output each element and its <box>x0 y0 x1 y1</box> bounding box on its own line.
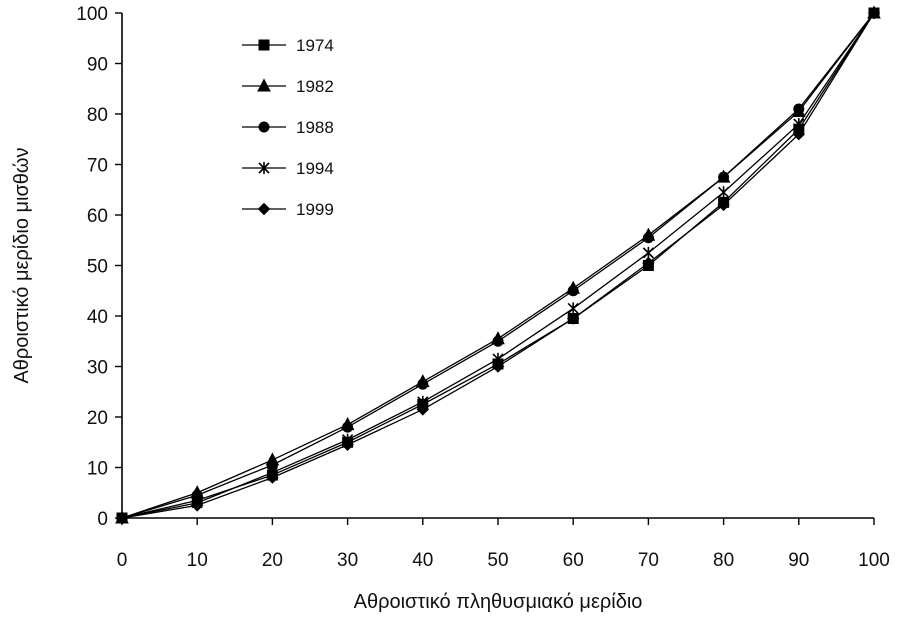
y-tick-label: 90 <box>87 55 108 76</box>
data-point-1988 <box>342 421 354 433</box>
x-tick-label: 90 <box>788 550 809 571</box>
legend-label: 1988 <box>296 118 334 137</box>
y-axis-title: Αθροιστικό μερίδιο μισθών <box>11 147 33 383</box>
axes <box>121 13 874 519</box>
data-point-1999 <box>642 256 655 270</box>
series-1994 <box>116 7 880 524</box>
x-tick-label: 60 <box>563 550 584 571</box>
y-tick-label: 50 <box>87 257 108 278</box>
x-axis-ticks: 0 10 20 30 40 50 60 70 80 90 100 <box>117 518 890 571</box>
y-tick-label: 100 <box>76 4 108 25</box>
x-tick-label: 100 <box>858 550 890 571</box>
legend-item-1994: 1994 <box>242 159 334 178</box>
data-point-1999 <box>792 127 806 141</box>
data-point-1988 <box>567 285 579 297</box>
series-1974 <box>116 7 880 524</box>
x-tick-label: 0 <box>117 550 128 571</box>
legend-marker <box>258 39 270 51</box>
y-tick-label: 70 <box>87 156 108 177</box>
legend-marker <box>257 78 271 92</box>
y-axis-ticks: 0 10 20 30 40 50 60 70 80 90 100 <box>76 4 122 530</box>
series-line-1999 <box>121 12 875 519</box>
data-point-1988 <box>718 171 730 183</box>
legend-label: 1974 <box>296 36 334 55</box>
x-tick-label: 50 <box>487 550 508 571</box>
legend-label: 1999 <box>296 200 334 219</box>
legend-marker <box>258 162 270 174</box>
series-1988 <box>116 7 880 524</box>
data-point-1999 <box>566 312 580 325</box>
legend-item-1988: 1988 <box>242 118 334 137</box>
data-point-1999 <box>266 471 279 484</box>
data-point-1999 <box>115 511 129 525</box>
legend-item-1974: 1974 <box>242 36 334 55</box>
x-tick-label: 20 <box>262 550 283 571</box>
data-point-1999 <box>867 6 881 20</box>
data-point-1999 <box>717 198 730 212</box>
data-point-1988 <box>417 378 429 390</box>
x-tick-label: 70 <box>638 550 659 571</box>
series-1982 <box>115 5 881 524</box>
data-point-1988 <box>793 103 805 115</box>
data-point-1988 <box>642 232 654 244</box>
legend-marker <box>257 202 271 216</box>
series-line-1988 <box>121 12 875 519</box>
x-tick-label: 40 <box>412 550 433 571</box>
x-tick-label: 80 <box>713 550 734 571</box>
y-tick-label: 60 <box>87 206 108 227</box>
legend-marker <box>258 121 270 133</box>
x-tick-label: 10 <box>187 550 208 571</box>
x-axis-title: Αθροιστικό πληθυσμιακό μερίδιο <box>354 591 643 613</box>
x-tick-label: 30 <box>337 550 358 571</box>
series-layer <box>115 5 881 525</box>
y-tick-label: 30 <box>87 358 108 379</box>
y-tick-label: 10 <box>87 459 108 480</box>
legend: 1974 1982 1988 1994 1999 <box>242 36 334 219</box>
y-tick-label: 0 <box>97 509 108 530</box>
y-tick-label: 80 <box>87 105 108 126</box>
series-1999 <box>115 6 881 525</box>
series-line-1974 <box>121 12 875 519</box>
data-point-1999 <box>341 438 354 451</box>
y-tick-label: 20 <box>87 408 108 429</box>
data-point-1999 <box>491 360 505 373</box>
data-point-1999 <box>416 403 430 416</box>
legend-item-1999: 1999 <box>242 200 334 219</box>
legend-label: 1982 <box>296 77 334 96</box>
data-point-1988 <box>492 335 504 347</box>
y-tick-label: 40 <box>87 307 108 328</box>
series-line-1982 <box>121 12 875 519</box>
data-point-1999 <box>190 499 204 512</box>
series-line-1994 <box>121 12 875 519</box>
data-point-1994 <box>718 186 730 199</box>
legend-item-1982: 1982 <box>242 77 334 96</box>
legend-label: 1994 <box>296 159 334 178</box>
